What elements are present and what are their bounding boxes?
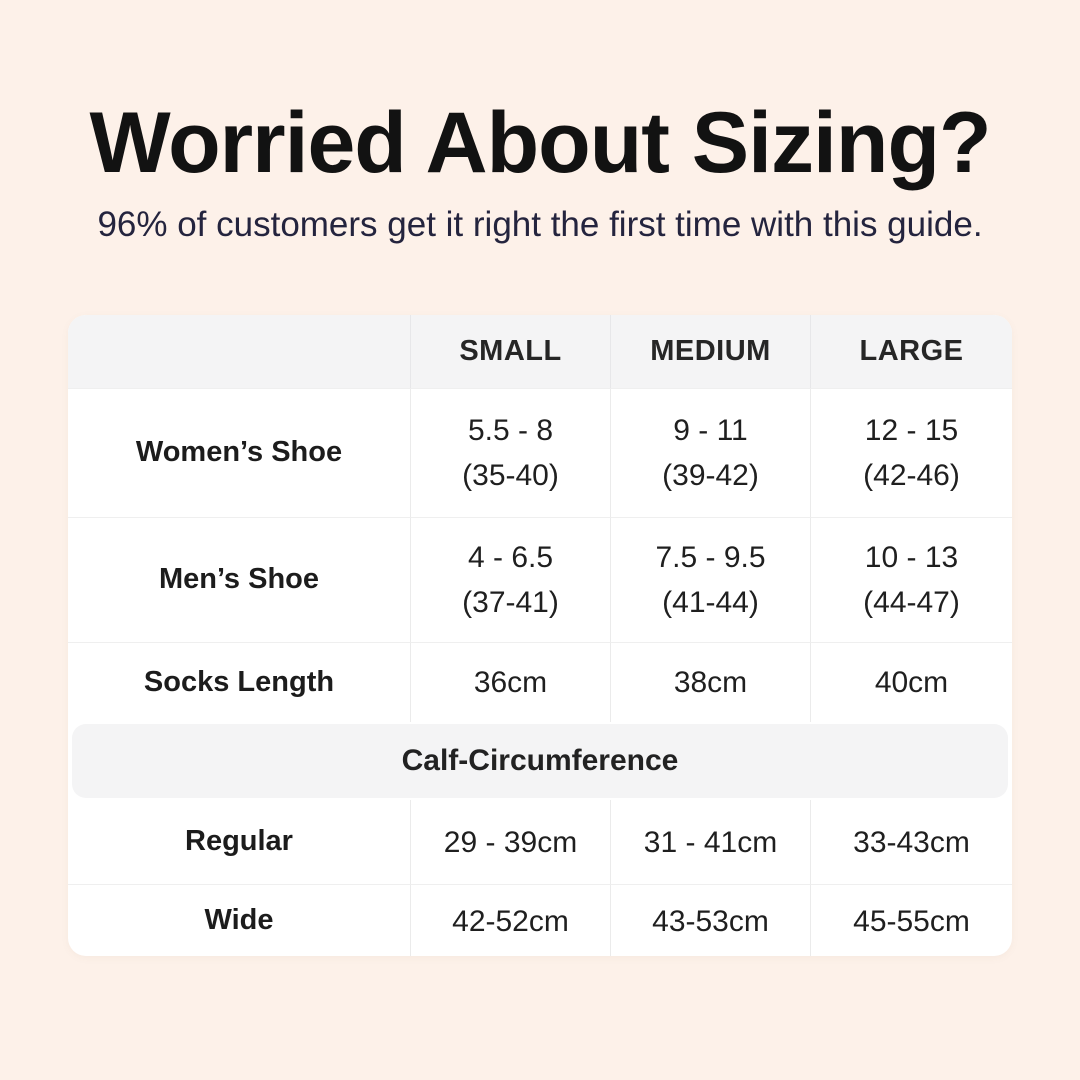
header-cell-small: SMALL (410, 315, 610, 388)
page-header: Worried About Sizing? 96% of customers g… (0, 0, 1080, 245)
calf-circumference-title: Calf-Circumference (401, 744, 679, 777)
cell-womens-small: 5.5 - 8 (35-40) (410, 388, 610, 517)
row-label-mens-shoe: Men’s Shoe (68, 517, 410, 642)
cell-mens-small: 4 - 6.5 (37-41) (410, 517, 610, 642)
page-subtitle: 96% of customers get it right the first … (97, 204, 983, 244)
header-cell-medium: MEDIUM (610, 315, 810, 388)
cell-value: 4 - 6.5 (467, 541, 554, 574)
calf-circumference-section: Calf-Circumference (68, 722, 1012, 800)
table-header-row: SMALL MEDIUM LARGE (68, 315, 1012, 388)
cell-value: 10 - 13 (864, 541, 959, 574)
table-row-regular: Regular 29 - 39cm 31 - 41cm 33-43cm (68, 800, 1012, 884)
cell-regular-large: 33-43cm (810, 800, 1012, 884)
cell-socks-medium: 38cm (610, 642, 810, 722)
cell-womens-large: 12 - 15 (42-46) (810, 388, 1012, 517)
header-cell-large: LARGE (810, 315, 1012, 388)
table-row-wide: Wide 42-52cm 43-53cm 45-55cm (68, 884, 1012, 956)
cell-regular-medium: 31 - 41cm (610, 800, 810, 884)
cell-mens-medium: 7.5 - 9.5 (41-44) (610, 517, 810, 642)
page-title: Worried About Sizing? (89, 95, 991, 191)
cell-wide-small: 42-52cm (410, 884, 610, 956)
cell-wide-large: 45-55cm (810, 884, 1012, 956)
cell-regular-small: 29 - 39cm (410, 800, 610, 884)
row-label-regular: Regular (185, 825, 293, 858)
cell-wide-medium: 43-53cm (610, 884, 810, 956)
cell-socks-large: 40cm (810, 642, 1012, 722)
sizing-table: SMALL MEDIUM LARGE Women’s Shoe 5.5 - 8 … (68, 315, 1012, 956)
cell-womens-medium: 9 - 11 (39-42) (610, 388, 810, 517)
table-row-socks-length: Socks Length 36cm 38cm 40cm (68, 642, 1012, 722)
row-label-womens-shoe: Women’s Shoe (68, 388, 410, 517)
header-cell-empty (68, 315, 410, 388)
cell-socks-small: 36cm (410, 642, 610, 722)
table-row-womens-shoe: Women’s Shoe 5.5 - 8 (35-40) 9 - 11 (39-… (68, 388, 1012, 517)
cell-subvalue: (44-47) (863, 586, 960, 619)
cell-subvalue: (39-42) (662, 459, 759, 492)
table-row-mens-shoe: Men’s Shoe 4 - 6.5 (37-41) 7.5 - 9.5 (41… (68, 517, 1012, 642)
cell-value: 9 - 11 (673, 414, 748, 447)
calf-circumference-band: Calf-Circumference (72, 724, 1008, 798)
cell-subvalue: (41-44) (662, 586, 759, 619)
cell-subvalue: (37-41) (462, 586, 559, 619)
cell-value: 7.5 - 9.5 (655, 541, 766, 574)
cell-value: 12 - 15 (864, 414, 959, 447)
cell-subvalue: (35-40) (462, 459, 559, 492)
cell-value: 5.5 - 8 (467, 414, 554, 447)
row-label-wide: Wide (68, 884, 410, 956)
cell-mens-large: 10 - 13 (44-47) (810, 517, 1012, 642)
row-label-socks-length: Socks Length (68, 642, 410, 722)
cell-subvalue: (42-46) (863, 459, 960, 492)
